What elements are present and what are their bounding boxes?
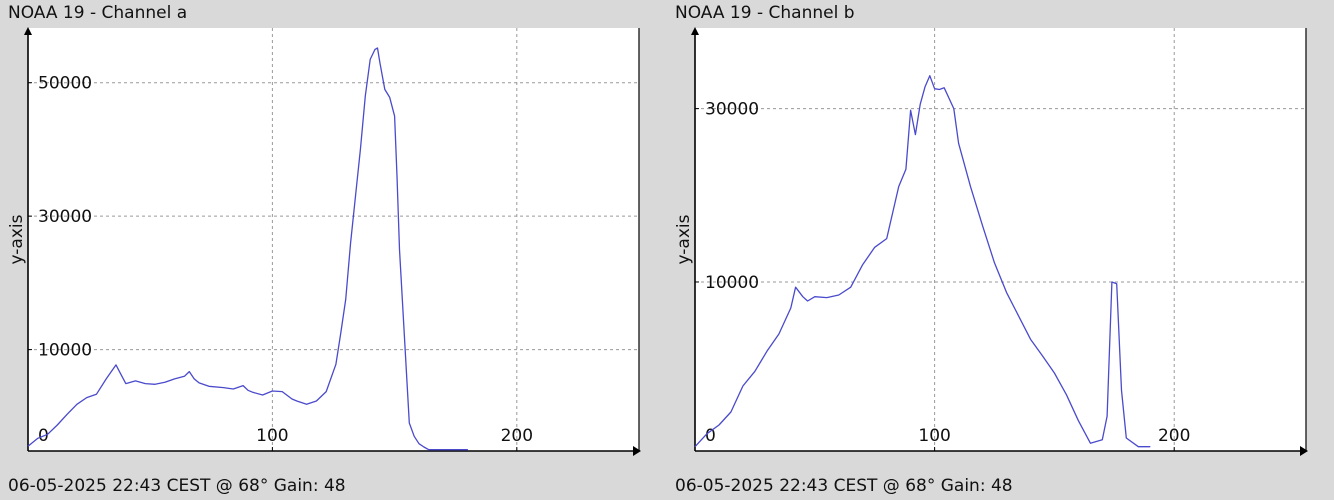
- chart-title: NOAA 19 - Channel a: [8, 3, 188, 23]
- x-tick-label: 100: [918, 426, 950, 446]
- y-axis-arrow: [24, 27, 32, 35]
- x-tick-label: 200: [501, 426, 533, 446]
- y-tick-label: 30000: [38, 207, 92, 227]
- y-axis-arrow: [691, 27, 699, 35]
- y-tick-label: 10000: [705, 273, 759, 293]
- y-axis-label: y-axis: [674, 214, 694, 264]
- x-axis-arrow: [633, 446, 641, 456]
- y-tick-label: 50000: [38, 74, 92, 94]
- x-tick-label: 200: [1158, 426, 1190, 446]
- x-tick-label: 100: [256, 426, 288, 446]
- plot-background: [695, 28, 1306, 451]
- chart-panel-a: NOAA 19 - Channel a 0 100 200 10000 30000 500…: [7, 3, 641, 496]
- chart-panel-b: NOAA 19 - Channel b 0 100 200 10000 30000 y-a…: [667, 0, 1334, 500]
- chart-footer: 06-05-2025 22:43 CEST @ 68° Gain: 48: [675, 476, 1013, 496]
- plot-background: [28, 28, 639, 451]
- chart-title: NOAA 19 - Channel b: [675, 3, 855, 23]
- y-tick-label: 10000: [38, 341, 92, 361]
- chart-footer: 06-05-2025 22:43 CEST @ 68° Gain: 48: [8, 476, 346, 496]
- x-axis-arrow: [1300, 446, 1308, 456]
- plot-area: 0 100 200 10000 30000 y-axis: [674, 27, 1308, 456]
- y-axis-label: y-axis: [7, 214, 27, 264]
- series-line: [27, 47, 468, 451]
- series-line: [694, 75, 1151, 448]
- y-tick-label: 30000: [705, 100, 759, 120]
- x-tick-label: 0: [705, 426, 716, 446]
